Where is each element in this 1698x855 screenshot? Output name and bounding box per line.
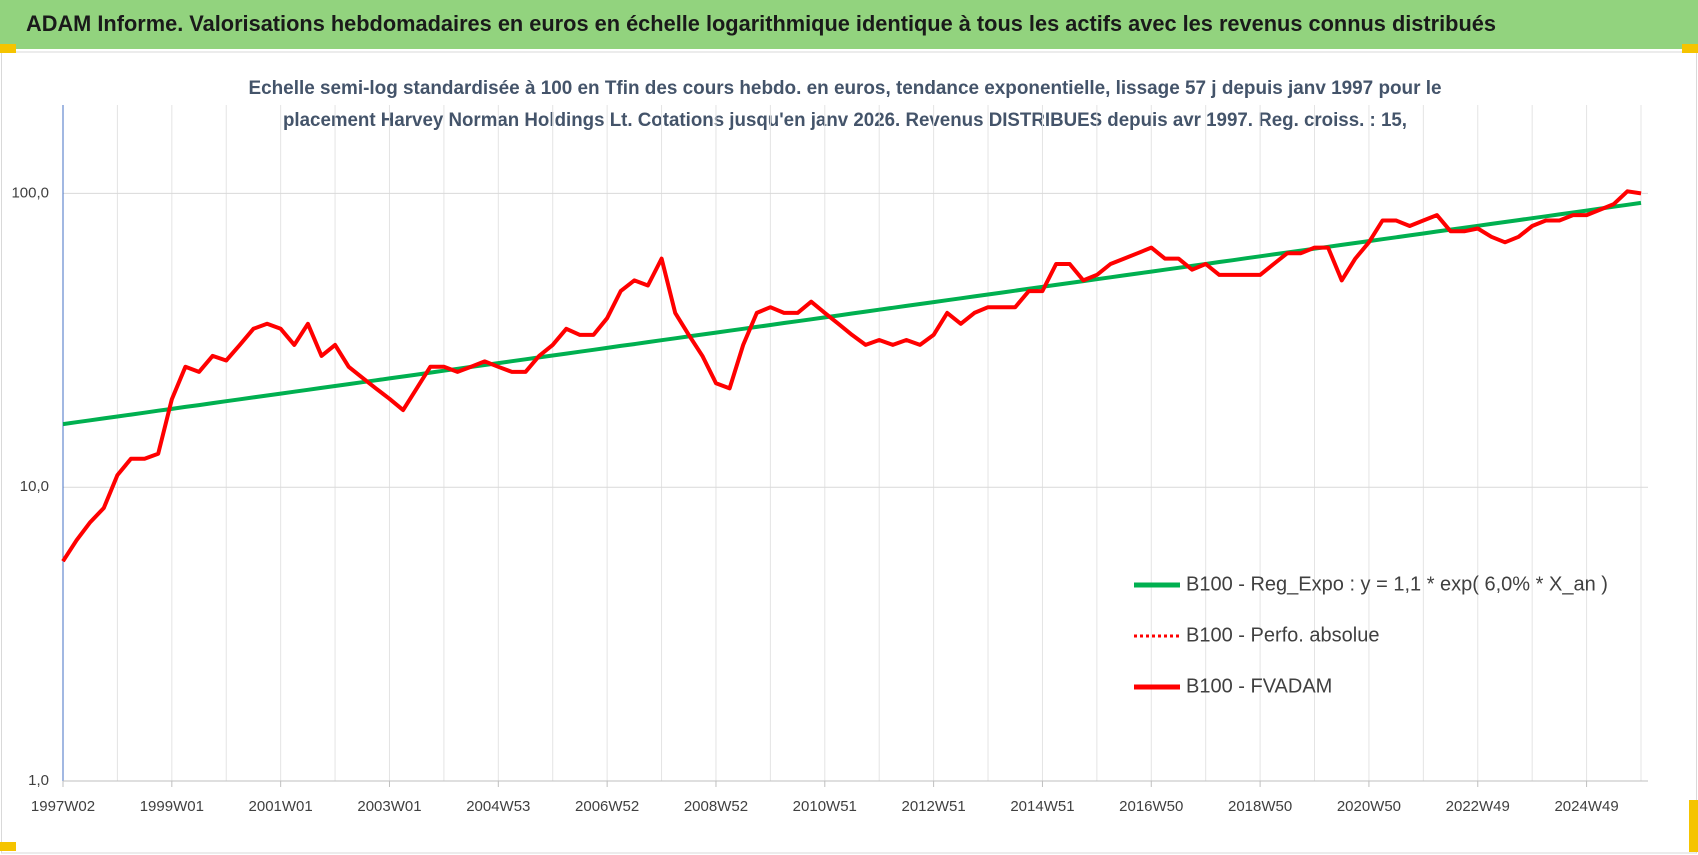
legend-label: B100 - FVADAM bbox=[1186, 675, 1332, 697]
plot-area: 1997W02 1999W01 2001W01 2003W01 2004W53 2006W… bbox=[11, 105, 1648, 815]
x-tick-label: 2018W50 bbox=[1228, 798, 1292, 815]
y-tick-label: 100,0 bbox=[11, 184, 49, 201]
y-tick-label: 10,0 bbox=[20, 478, 49, 495]
x-tick-label: 2003W01 bbox=[357, 798, 421, 815]
header-title: ADAM Informe. Valorisations hebdomadaire… bbox=[26, 11, 1496, 36]
x-tick-label: 1999W01 bbox=[140, 798, 204, 815]
x-tick-label: 2014W51 bbox=[1010, 798, 1074, 815]
x-tick-label: 2012W51 bbox=[902, 798, 966, 815]
x-tick-label: 2024W49 bbox=[1554, 798, 1618, 815]
chart-subtitle: Echelle semi-log standardisée à 100 en T… bbox=[249, 78, 1442, 99]
x-tick-label: 2010W51 bbox=[793, 798, 857, 815]
y-tick-label: 1,0 bbox=[28, 772, 49, 789]
corner-mark bbox=[0, 842, 16, 851]
corner-mark bbox=[1682, 44, 1698, 53]
x-tick-label: 2016W50 bbox=[1119, 798, 1183, 815]
chart-frame bbox=[1, 51, 1697, 854]
x-tick-label: 2001W01 bbox=[249, 798, 313, 815]
series-line bbox=[61, 189, 1642, 563]
x-tick-label: 2006W52 bbox=[575, 798, 639, 815]
x-tick-label: 2022W49 bbox=[1446, 798, 1510, 815]
legend-label: B100 - Reg_Expo : y = 1,1 * exp( 6,0% * … bbox=[1186, 573, 1608, 595]
x-tick-label: 2004W53 bbox=[466, 798, 530, 815]
header-bar bbox=[0, 0, 1698, 49]
x-tick-label: 1997W02 bbox=[31, 798, 95, 815]
legend-label: B100 - Perfo. absolue bbox=[1186, 624, 1379, 646]
series-line bbox=[62, 200, 1642, 427]
x-tick-label: 2020W50 bbox=[1337, 798, 1401, 815]
x-tick-label: 2008W52 bbox=[684, 798, 748, 815]
corner-mark bbox=[0, 44, 16, 53]
corner-mark bbox=[1689, 800, 1698, 852]
chart-subtitle: placement Harvey Norman Holdings Lt. Cot… bbox=[283, 110, 1407, 131]
